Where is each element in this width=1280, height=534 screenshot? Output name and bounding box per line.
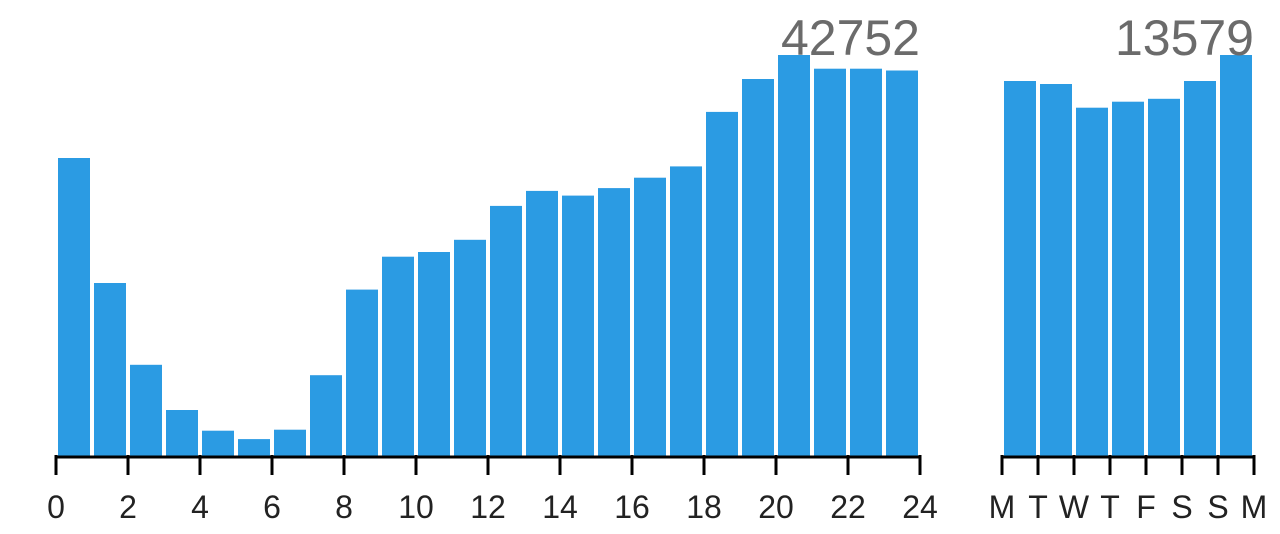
bar-day-4: [1148, 98, 1180, 458]
hour-tick-label-9: 18: [686, 489, 722, 525]
bar-day-3: [1112, 101, 1144, 457]
bar-hour-5: [238, 439, 270, 457]
day-tick-label-3: T: [1100, 489, 1120, 525]
bar-hour-17: [670, 166, 702, 457]
bar-hour-20: [778, 55, 810, 457]
hour-tick-label-3: 6: [263, 489, 281, 525]
hour-tick-label-6: 12: [470, 489, 506, 525]
bar-hour-2: [130, 364, 162, 457]
hour-tick-label-0: 0: [47, 489, 65, 525]
bar-hour-16: [634, 177, 666, 457]
bar-hour-7: [310, 375, 342, 457]
hour-tick-label-12: 24: [902, 489, 938, 525]
bar-day-1: [1040, 84, 1072, 457]
hour-tick-label-7: 14: [542, 489, 578, 525]
day-max-value-label: 13579: [1115, 10, 1254, 66]
bar-day-0: [1004, 81, 1036, 457]
bar-hour-9: [382, 256, 414, 457]
hour-tick-label-8: 16: [614, 489, 650, 525]
bar-hour-22: [850, 68, 882, 457]
bar-hour-6: [274, 429, 306, 457]
bar-day-5: [1184, 81, 1216, 457]
bar-hour-14: [562, 195, 594, 457]
day-tick-label-5: S: [1171, 489, 1192, 525]
day-tick-label-2: W: [1059, 489, 1090, 525]
day-tick-label-7: M: [1241, 489, 1268, 525]
bar-hour-13: [526, 190, 558, 457]
bar-hour-18: [706, 111, 738, 458]
day-tick-label-0: M: [989, 489, 1016, 525]
bar-hour-1: [94, 283, 126, 457]
hour-tick-label-4: 8: [335, 489, 353, 525]
hour-tick-label-1: 2: [119, 489, 137, 525]
bar-hour-21: [814, 68, 846, 457]
hour-tick-label-2: 4: [191, 489, 209, 525]
day-tick-label-6: S: [1207, 489, 1228, 525]
hour-tick-label-10: 20: [758, 489, 794, 525]
day-tick-label-1: T: [1028, 489, 1048, 525]
bar-hour-12: [490, 205, 522, 457]
hour-tick-label-5: 10: [398, 489, 434, 525]
day-bars: [1004, 55, 1252, 458]
hour-max-value-label: 42752: [781, 10, 920, 66]
bar-hour-19: [742, 79, 774, 457]
bar-hour-15: [598, 188, 630, 457]
hour-of-day-chart: 0 2 4 6 8 10 12 14 16 18 20 22 24 42752: [47, 10, 938, 525]
day-tick-label-4: F: [1136, 489, 1156, 525]
hour-bars: [58, 55, 918, 458]
bar-hour-4: [202, 430, 234, 457]
hour-tick-label-11: 22: [830, 489, 866, 525]
hour-ticks: 0 2 4 6 8 10 12 14 16 18 20 22 24: [47, 455, 938, 525]
bar-hour-23: [886, 70, 918, 457]
bar-hour-11: [454, 239, 486, 457]
bar-hour-0: [58, 158, 90, 457]
bar-hour-8: [346, 289, 378, 457]
bar-day-6: [1220, 55, 1252, 457]
bar-day-2: [1076, 107, 1108, 457]
bar-hour-10: [418, 252, 450, 457]
bar-hour-3: [166, 410, 198, 457]
